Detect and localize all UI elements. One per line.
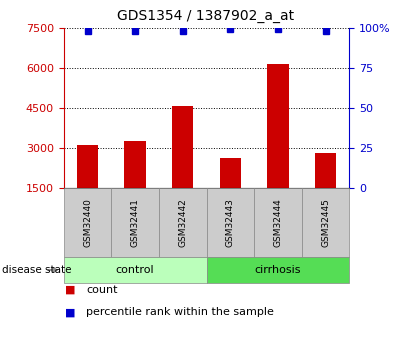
Text: disease state: disease state [2,265,72,275]
Text: control: control [116,265,155,275]
Bar [77,145,98,188]
Bar [125,141,146,188]
Text: GSM32443: GSM32443 [226,198,235,247]
Bar [172,107,194,188]
Text: percentile rank within the sample: percentile rank within the sample [86,307,274,317]
Bar [267,64,289,188]
Bar [315,153,336,188]
Text: GSM32440: GSM32440 [83,198,92,247]
Text: cirrhosis: cirrhosis [255,265,301,275]
Text: GSM32445: GSM32445 [321,198,330,247]
Text: GSM32444: GSM32444 [273,198,282,247]
Text: ■: ■ [65,285,75,295]
Bar [219,158,241,188]
Text: GDS1354 / 1387902_a_at: GDS1354 / 1387902_a_at [117,9,294,23]
Text: count: count [86,285,118,295]
Text: GSM32442: GSM32442 [178,198,187,247]
Text: ■: ■ [65,307,75,317]
Text: GSM32441: GSM32441 [131,198,140,247]
